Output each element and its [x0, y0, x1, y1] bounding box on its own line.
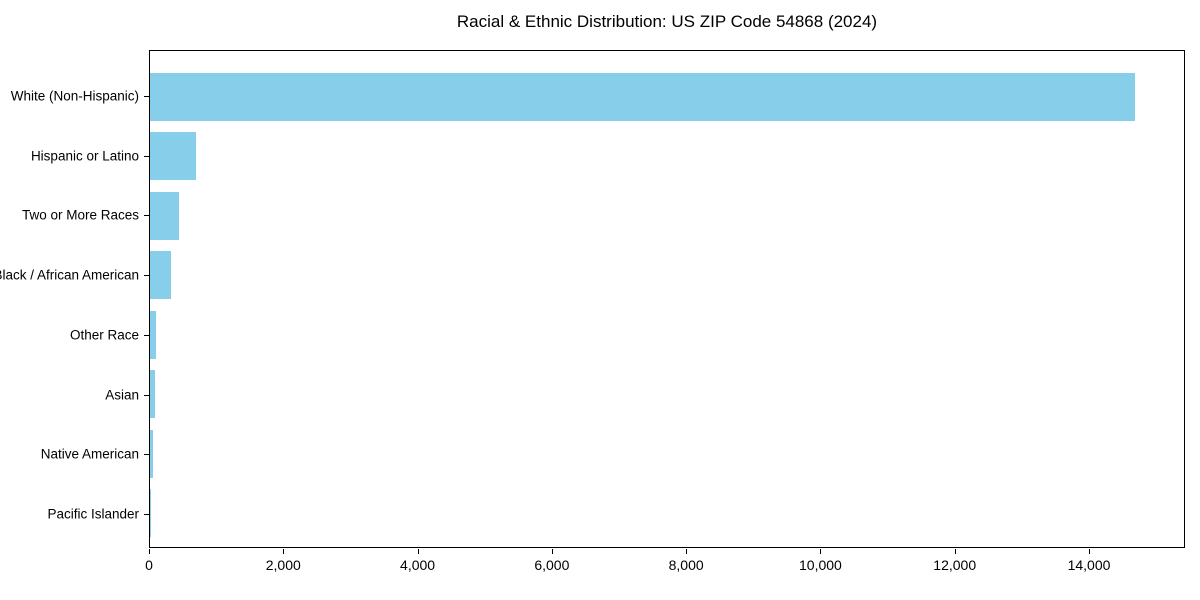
x-tick	[686, 549, 688, 554]
y-tick	[144, 514, 149, 516]
bar	[150, 310, 157, 359]
x-tick	[417, 549, 419, 554]
x-tick	[1088, 549, 1090, 554]
y-tick	[144, 215, 149, 217]
bar-row	[150, 186, 1184, 246]
y-tick-label: Two or More Races	[21, 207, 139, 223]
bar-row	[150, 484, 1184, 544]
y-tick	[144, 275, 149, 277]
bar	[150, 132, 196, 181]
bar-row	[150, 305, 1184, 365]
bar	[150, 72, 1136, 121]
bar-row	[150, 246, 1184, 306]
y-tick-label: Hispanic or Latino	[30, 148, 139, 164]
bar	[150, 251, 172, 300]
y-tick-label: Other Race	[69, 327, 139, 343]
plot-area	[149, 50, 1185, 548]
bar-row	[150, 424, 1184, 484]
bar	[150, 429, 154, 478]
bar	[150, 191, 180, 240]
x-tick-label: 12,000	[933, 557, 977, 573]
bars-container	[150, 51, 1184, 547]
y-tick-label: Native American	[40, 446, 139, 462]
x-tick-label: 10,000	[798, 557, 842, 573]
y-tick-label: White (Non-Hispanic)	[10, 88, 139, 104]
bar	[150, 489, 151, 538]
x-tick	[954, 549, 956, 554]
y-tick-label: Black / African American	[0, 267, 139, 283]
x-tick	[149, 549, 150, 554]
bar	[150, 370, 155, 419]
y-tick	[144, 95, 149, 97]
x-tick-label: 6,000	[534, 557, 570, 573]
x-tick-label: 0	[145, 557, 153, 573]
y-tick-label: Asian	[105, 387, 139, 403]
x-tick-label: 8,000	[668, 557, 704, 573]
x-tick-label: 4,000	[400, 557, 436, 573]
y-tick	[144, 155, 149, 157]
x-tick-label: 2,000	[265, 557, 301, 573]
y-tick-label: Pacific Islander	[47, 506, 139, 522]
x-tick	[551, 549, 553, 554]
y-tick	[144, 454, 149, 456]
y-tick	[144, 334, 149, 336]
bar-row	[150, 67, 1184, 127]
x-tick	[820, 549, 822, 554]
x-tick	[283, 549, 285, 554]
bar-row	[150, 365, 1184, 425]
y-tick	[144, 394, 149, 396]
x-tick-label: 14,000	[1067, 557, 1111, 573]
chart-title: Racial & Ethnic Distribution: US ZIP Cod…	[456, 12, 878, 31]
bar-row	[150, 127, 1184, 187]
